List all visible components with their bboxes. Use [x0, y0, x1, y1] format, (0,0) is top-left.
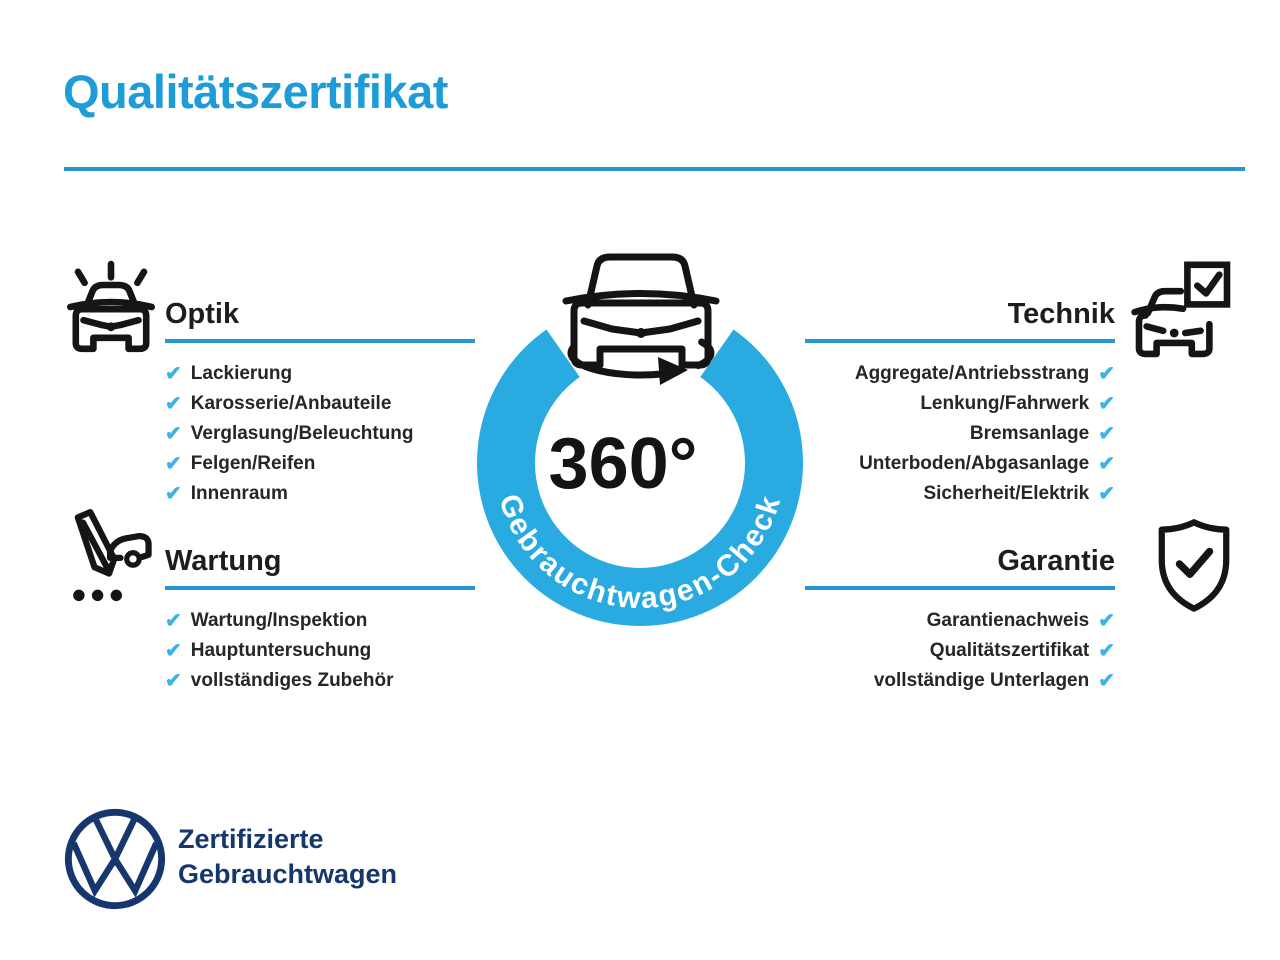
section-title-optik: Optik: [165, 296, 475, 343]
section-optik: Optik ✔ Lackierung ✔ Karosserie/Anbauteile ✔ V…: [165, 296, 475, 509]
check-icon: ✔: [165, 640, 182, 662]
check-icon: ✔: [165, 453, 182, 475]
checklist-item: Aggregate/Antriebsstrang ✔: [805, 359, 1115, 389]
360-badge: Gebrauchtwagen-Check 360°: [477, 253, 803, 626]
checklist-item-label: Sicherheit/Elektrik: [923, 483, 1090, 504]
checklist-item-label: Qualitätszertifikat: [929, 640, 1090, 661]
checklist-item-label: Felgen/Reifen: [190, 453, 316, 474]
check-icon: ✔: [165, 423, 182, 445]
checklist-optik: ✔ Lackierung ✔ Karosserie/Anbauteile ✔ Vergla…: [165, 359, 475, 509]
check-icon: ✔: [1098, 610, 1115, 632]
checklist-item: Sicherheit/Elektrik ✔: [805, 479, 1115, 509]
badge-ring: [477, 329, 803, 626]
check-icon: ✔: [165, 393, 182, 415]
section-title-wartung: Wartung: [165, 543, 475, 590]
checklist-item: Unterboden/Abgasanlage ✔: [805, 449, 1115, 479]
shield-check-icon: [1158, 519, 1230, 612]
checklist-item-label: Karosserie/Anbauteile: [190, 393, 392, 414]
check-icon: ✔: [1098, 363, 1115, 385]
title-divider: [64, 167, 1245, 171]
checklist-item-label: Hauptuntersuchung: [190, 640, 372, 661]
footer-line2: Gebrauchtwagen: [178, 859, 398, 889]
checklist-item-label: vollständiges Zubehör: [190, 670, 394, 691]
checklist-item: ✔ Hauptuntersuchung: [165, 636, 475, 666]
checklist-item-label: Garantienachweis: [926, 610, 1090, 631]
checklist-technik: Aggregate/Antriebsstrang ✔ Lenkung/Fahrwer…: [805, 359, 1115, 509]
car-shine-icon: [67, 260, 155, 353]
check-icon: ✔: [1098, 423, 1115, 445]
checklist-garantie: Garantienachweis ✔ Qualitätszertifikat ✔ vol…: [805, 606, 1115, 696]
check-icon: ✔: [165, 363, 182, 385]
check-icon: ✔: [1098, 640, 1115, 662]
section-title-technik: Technik: [805, 296, 1115, 343]
badge-degrees: 360°: [549, 424, 698, 504]
vw-logo: [64, 808, 166, 910]
check-icon: ✔: [165, 670, 182, 692]
checklist-item: Lenkung/Fahrwerk ✔: [805, 389, 1115, 419]
checklist-item: Bremsanlage ✔: [805, 419, 1115, 449]
checklist-item-label: Lenkung/Fahrwerk: [920, 393, 1090, 414]
page-title: Qualitätszertifikat: [63, 65, 448, 118]
checklist-item: ✔ vollständiges Zubehör: [165, 666, 475, 696]
footer-brand-text: Zertifizierte Gebrauchtwagen: [178, 822, 397, 892]
checklist-item-label: Unterboden/Abgasanlage: [859, 453, 1090, 474]
checklist-item-label: Bremsanlage: [969, 423, 1090, 444]
checklist-item: ✔ Verglasung/Beleuchtung: [165, 419, 475, 449]
checklist-item: ✔ Innenraum: [165, 479, 475, 509]
checklist-item-label: Wartung/Inspektion: [190, 610, 368, 631]
section-title-garantie: Garantie: [805, 543, 1115, 590]
checklist-item: Garantienachweis ✔: [805, 606, 1115, 636]
check-icon: ✔: [165, 483, 182, 505]
section-wartung: Wartung ✔ Wartung/Inspektion ✔ Hauptuntersuc…: [165, 543, 475, 696]
checklist-item: ✔ Felgen/Reifen: [165, 449, 475, 479]
rotation-arrowhead: [658, 357, 688, 385]
checklist-item: ✔ Karosserie/Anbauteile: [165, 389, 475, 419]
checklist-item-label: Innenraum: [190, 483, 288, 504]
check-icon: ✔: [1098, 393, 1115, 415]
section-technik: Technik Aggregate/Antriebsstrang ✔ Lenkung/…: [805, 296, 1115, 509]
checklist-item-label: Lackierung: [190, 363, 293, 384]
checklist-item: Qualitätszertifikat ✔: [805, 636, 1115, 666]
checklist-item-label: Aggregate/Antriebsstrang: [854, 363, 1090, 384]
pencil-car-icon: [73, 509, 152, 602]
checklist-item: ✔ Lackierung: [165, 359, 475, 389]
check-icon: ✔: [1098, 670, 1115, 692]
checklist-item: ✔ Wartung/Inspektion: [165, 606, 475, 636]
section-garantie: Garantie Garantienachweis ✔ Qualitätszertif…: [805, 543, 1115, 696]
checklist-item-label: vollständige Unterlagen: [873, 670, 1090, 691]
car-checkbox-icon: [1131, 261, 1231, 358]
check-icon: ✔: [165, 610, 182, 632]
checklist-wartung: ✔ Wartung/Inspektion ✔ Hauptuntersuchung ✔ vo…: [165, 606, 475, 696]
check-icon: ✔: [1098, 483, 1115, 505]
footer-line1: Zertifizierte: [178, 824, 324, 854]
checklist-item-label: Verglasung/Beleuchtung: [190, 423, 414, 444]
check-icon: ✔: [1098, 453, 1115, 475]
checklist-item: vollständige Unterlagen ✔: [805, 666, 1115, 696]
car-rotation-icon: [562, 253, 720, 379]
